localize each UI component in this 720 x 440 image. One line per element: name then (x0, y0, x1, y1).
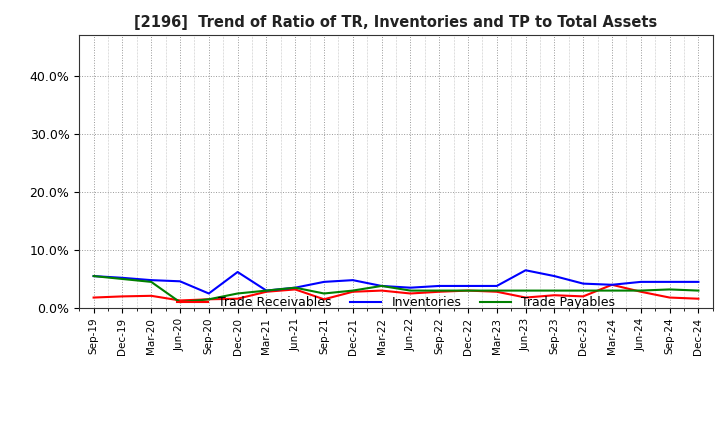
Trade Receivables (435, 289, 444, 294)
Trade Receivables (147, 293, 156, 298)
Trade Payables (176, 300, 184, 305)
Trade Receivables (492, 289, 501, 294)
Trade Receivables (608, 282, 616, 287)
Trade Payables (636, 288, 645, 293)
Trade Payables (147, 279, 156, 285)
Inventories (435, 283, 444, 289)
Inventories (406, 285, 415, 290)
Trade Receivables (464, 288, 472, 293)
Trade Receivables (579, 294, 588, 299)
Trade Payables (291, 285, 300, 290)
Trade Receivables (665, 295, 674, 300)
Trade Payables (665, 287, 674, 292)
Inventories (118, 275, 127, 280)
Inventories (521, 268, 530, 273)
Inventories (694, 279, 703, 285)
Trade Payables (694, 288, 703, 293)
Trade Receivables (89, 295, 98, 300)
Inventories (89, 273, 98, 279)
Trade Receivables (233, 296, 242, 301)
Inventories (550, 273, 559, 279)
Line: Trade Payables: Trade Payables (94, 276, 698, 302)
Trade Receivables (636, 289, 645, 294)
Inventories (291, 285, 300, 290)
Trade Receivables (377, 288, 386, 293)
Trade Receivables (694, 296, 703, 301)
Trade Receivables (320, 297, 328, 302)
Trade Payables (608, 288, 616, 293)
Trade Payables (233, 291, 242, 296)
Inventories (262, 288, 271, 293)
Inventories (176, 279, 184, 284)
Trade Payables (377, 283, 386, 289)
Trade Payables (550, 288, 559, 293)
Inventories (665, 279, 674, 285)
Trade Receivables (262, 289, 271, 294)
Trade Receivables (176, 298, 184, 303)
Legend: Trade Receivables, Inventories, Trade Payables: Trade Receivables, Inventories, Trade Pa… (171, 290, 621, 315)
Trade Payables (464, 288, 472, 293)
Trade Payables (320, 291, 328, 296)
Trade Receivables (118, 294, 127, 299)
Title: [2196]  Trend of Ratio of TR, Inventories and TP to Total Assets: [2196] Trend of Ratio of TR, Inventories… (135, 15, 657, 30)
Trade Receivables (204, 297, 213, 302)
Line: Inventories: Inventories (94, 270, 698, 293)
Trade Receivables (406, 291, 415, 296)
Trade Payables (406, 288, 415, 293)
Inventories (147, 278, 156, 283)
Trade Payables (435, 288, 444, 293)
Inventories (492, 283, 501, 289)
Inventories (579, 281, 588, 286)
Trade Payables (348, 288, 357, 293)
Trade Payables (204, 297, 213, 302)
Trade Payables (118, 276, 127, 282)
Trade Receivables (348, 289, 357, 294)
Inventories (233, 269, 242, 275)
Trade Receivables (291, 287, 300, 292)
Line: Trade Receivables: Trade Receivables (94, 285, 698, 301)
Trade Receivables (550, 293, 559, 298)
Inventories (348, 278, 357, 283)
Inventories (377, 283, 386, 289)
Trade Payables (579, 288, 588, 293)
Inventories (608, 282, 616, 287)
Trade Receivables (521, 295, 530, 300)
Inventories (636, 279, 645, 285)
Inventories (320, 279, 328, 285)
Inventories (204, 291, 213, 296)
Trade Payables (492, 288, 501, 293)
Inventories (464, 283, 472, 289)
Trade Payables (89, 273, 98, 279)
Trade Payables (521, 288, 530, 293)
Trade Payables (262, 288, 271, 293)
